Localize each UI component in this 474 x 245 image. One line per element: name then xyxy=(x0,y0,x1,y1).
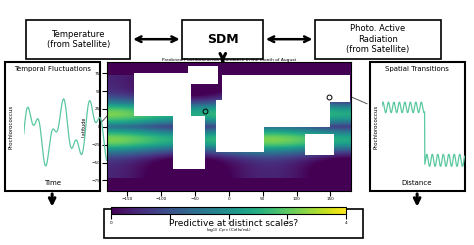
FancyBboxPatch shape xyxy=(104,209,363,238)
X-axis label: $\log_{10}$ $C_{pro}$ (Cells/mL): $\log_{10}$ $C_{pro}$ (Cells/mL) xyxy=(206,226,252,235)
Text: SDM: SDM xyxy=(207,33,238,46)
FancyBboxPatch shape xyxy=(5,62,100,191)
X-axis label: Longitude: Longitude xyxy=(217,207,241,212)
Text: Prochlorococcus: Prochlorococcus xyxy=(9,105,13,149)
FancyBboxPatch shape xyxy=(182,20,263,59)
Text: Time: Time xyxy=(44,180,61,186)
Text: Temporal Fluctuations: Temporal Fluctuations xyxy=(14,66,91,72)
Title: Predicted Prochlorococcus abundance in the month of August: Predicted Prochlorococcus abundance in t… xyxy=(162,58,296,62)
Text: Predictive at distinct scales?: Predictive at distinct scales? xyxy=(169,219,298,228)
Text: Photo. Active
Radiation
(from Satellite): Photo. Active Radiation (from Satellite) xyxy=(346,24,410,54)
FancyBboxPatch shape xyxy=(370,62,465,191)
Text: Prochlorococcus: Prochlorococcus xyxy=(374,105,378,149)
Text: Distance: Distance xyxy=(402,180,432,186)
FancyBboxPatch shape xyxy=(315,20,441,59)
FancyBboxPatch shape xyxy=(26,20,130,59)
Text: Temperature
(from Satellite): Temperature (from Satellite) xyxy=(46,29,110,49)
Y-axis label: Latitude: Latitude xyxy=(81,117,86,137)
Text: Spatial Transitions: Spatial Transitions xyxy=(385,66,449,72)
